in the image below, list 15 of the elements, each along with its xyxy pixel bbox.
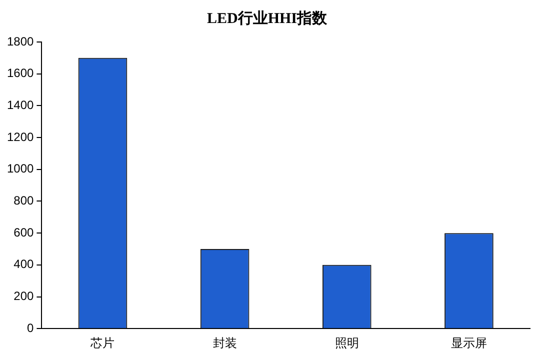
y-tick-label: 1800 [6,34,34,48]
y-tick-label: 1200 [6,130,34,144]
y-tick-label: 400 [14,257,34,272]
y-tick-label: 600 [14,225,34,240]
y-tick-label: 800 [14,194,34,208]
y-tick-label: 1000 [6,162,34,176]
x-tick-label: 显示屏 [450,336,487,350]
x-tick-label: 封装 [212,336,237,350]
y-tick-label: 0 [27,320,34,335]
y-tick-label: 1600 [6,66,34,80]
x-tick-label: 芯片 [90,336,115,350]
chart-title: LED行业HHI指数 [206,10,328,27]
x-tick-label: 照明 [334,336,359,350]
y-tick-label: 1400 [6,98,34,112]
y-tick-label: 200 [14,289,34,304]
